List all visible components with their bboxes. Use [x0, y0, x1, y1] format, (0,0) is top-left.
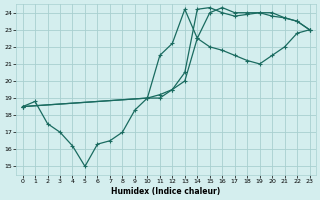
X-axis label: Humidex (Indice chaleur): Humidex (Indice chaleur)	[111, 187, 221, 196]
